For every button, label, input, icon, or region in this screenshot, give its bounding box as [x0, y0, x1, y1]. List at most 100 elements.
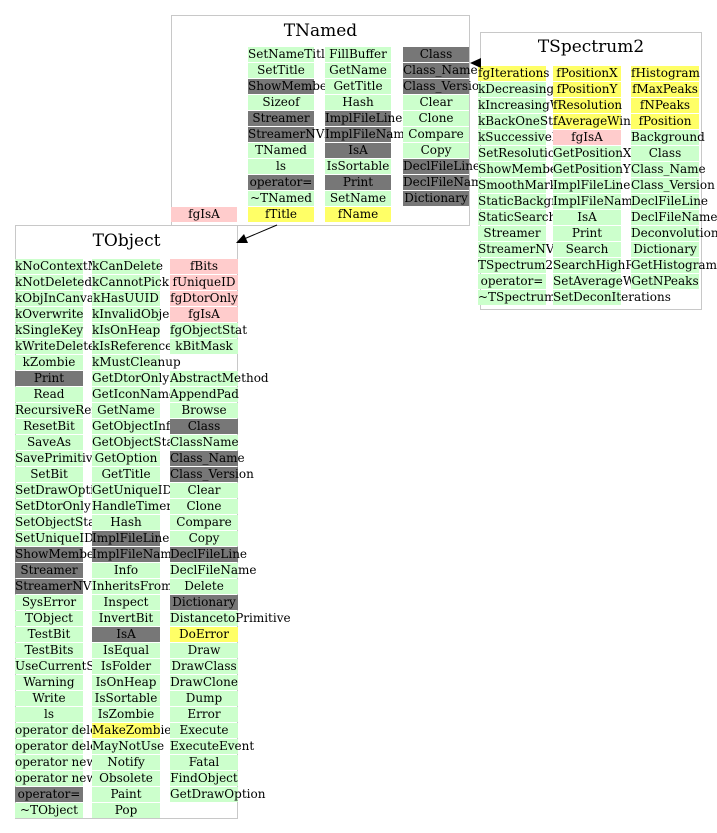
- tspectrum2-member-fposition: fPosition: [631, 114, 699, 129]
- tobject-member-ksinglekey: kSingleKey: [15, 323, 84, 338]
- tspectrum2-member-operator: operator=: [478, 274, 546, 289]
- tspectrum2-member-getpositionx: GetPositionX: [553, 146, 632, 161]
- tobject-member-appendpad: AppendPad: [170, 387, 239, 402]
- tobject-member-classname: ClassName: [170, 435, 239, 450]
- tobject-member-operator: operator=: [15, 787, 83, 802]
- tobject-member-fgisa: fgIsA: [170, 307, 238, 322]
- tobject-member-resetbit: ResetBit: [15, 419, 83, 434]
- tnamed-member-issortable: IsSortable: [325, 159, 391, 174]
- tspectrum2-member-tspectrum2: ~TSpectrum2: [478, 290, 564, 305]
- tobject-member-getdtoronly: GetDtorOnly: [92, 371, 170, 386]
- tobject-member-obsolete: Obsolete: [92, 771, 160, 786]
- tobject-member-compare: Compare: [170, 515, 238, 530]
- tnamed-member-compare: Compare: [403, 127, 469, 142]
- tobject-member-delete: Delete: [170, 579, 238, 594]
- tnamed-title: TNamed: [283, 21, 358, 41]
- tobject-member-inheritsfrom: InheritsFrom: [92, 579, 173, 594]
- tspectrum2-inherits-tnamed-arrowhead: [470, 58, 481, 68]
- tobject-member-getoption: GetOption: [92, 451, 160, 466]
- tobject-member-class-version: Class_Version: [170, 467, 254, 482]
- tnamed-member-fillbuffer: FillBuffer: [325, 47, 391, 62]
- tobject-member-invertbit: InvertBit: [92, 611, 160, 626]
- tobject-member-setdtoronly: SetDtorOnly: [15, 499, 91, 514]
- tobject-member-dictionary: Dictionary: [170, 595, 238, 610]
- tobject-member-testbits: TestBits: [15, 643, 83, 658]
- tobject-member-kcandelete: kCanDelete: [92, 259, 163, 274]
- tobject-member-tobject: TObject: [15, 611, 83, 626]
- tspectrum2-member-streamer: Streamer: [478, 226, 546, 241]
- tnamed-member-declfilename: DeclFileName: [403, 175, 490, 190]
- tobject-member-class-name: Class_Name: [170, 451, 245, 466]
- tobject-member-syserror: SysError: [15, 595, 83, 610]
- tobject-member-kzombie: kZombie: [15, 355, 83, 370]
- tobject-member-read: Read: [15, 387, 83, 402]
- tnamed-member-dictionary: Dictionary: [403, 191, 469, 206]
- tnamed-fgisa: fgIsA: [171, 207, 237, 222]
- tobject-member-info: Info: [92, 563, 160, 578]
- tobject-member-executeevent: ExecuteEvent: [170, 739, 255, 754]
- tobject-member-fgdtoronly: fgDtorOnly: [170, 291, 238, 306]
- tobject-member-hash: Hash: [92, 515, 160, 530]
- tspectrum2-member-fhistogram: fHistogram: [631, 66, 700, 81]
- tobject-member-browse: Browse: [170, 403, 238, 418]
- tnamed-member-setnametitle: SetNameTitle: [248, 47, 332, 62]
- tspectrum2-member-search: Search: [553, 242, 621, 257]
- tobject-member-saveprimitive: SavePrimitive: [15, 451, 100, 466]
- tspectrum2-member-deconvolution: Deconvolution: [631, 226, 717, 241]
- tobject-member-gettitle: GetTitle: [92, 467, 160, 482]
- tobject-member-tobject: ~TObject: [15, 803, 83, 818]
- tobject-member-setuniqueid: SetUniqueID: [15, 531, 94, 546]
- tobject-member-declfilename: DeclFileName: [170, 563, 257, 578]
- tobject-member-declfileline: DeclFileLine: [170, 547, 248, 562]
- tnamed-member-ls: ls: [248, 159, 314, 174]
- tspectrum2-member-fmaxpeaks: fMaxPeaks: [631, 82, 699, 97]
- tobject-member-setbit: SetBit: [15, 467, 83, 482]
- tobject-member-clear: Clear: [170, 483, 238, 498]
- tspectrum2-member-getnpeaks: GetNPeaks: [631, 274, 699, 289]
- tnamed-member-clear: Clear: [403, 95, 469, 110]
- tnamed-member-operator: operator=: [248, 175, 314, 190]
- tobject-member-pop: Pop: [92, 803, 160, 818]
- tobject-member-dump: Dump: [170, 691, 238, 706]
- tobject-member-kmustcleanup: kMustCleanup: [92, 355, 181, 370]
- tnamed-member-fname: fName: [325, 207, 391, 222]
- tspectrum2-member-setresolution: SetResolution: [478, 146, 563, 161]
- tspectrum2-member-fpositiony: fPositionY: [553, 82, 621, 97]
- tobject-member-copy: Copy: [170, 531, 238, 546]
- tspectrum2-member-print: Print: [553, 226, 621, 241]
- tobject-member-draw: Draw: [170, 643, 238, 658]
- tspectrum2-member-getpositiony: GetPositionY: [553, 162, 631, 177]
- tobject-title: TObject: [92, 231, 161, 251]
- tobject-member-funiqueid: fUniqueID: [170, 275, 238, 290]
- tobject-member-koverwrite: kOverwrite: [15, 307, 84, 322]
- tobject-member-fbits: fBits: [170, 259, 238, 274]
- tspectrum2-member-implfilename: ImplFileName: [553, 194, 640, 209]
- tnamed-member-hash: Hash: [325, 95, 391, 110]
- tobject-member-isa: IsA: [92, 627, 160, 642]
- tobject-member-notify: Notify: [92, 755, 160, 770]
- tnamed-member-setname: SetName: [325, 191, 391, 206]
- tobject-member-iszombie: IsZombie: [92, 707, 160, 722]
- tobject-member-kbitmask: kBitMask: [170, 339, 238, 354]
- tnamed-member-tnamed: ~TNamed: [248, 191, 314, 206]
- tobject-member-getname: GetName: [92, 403, 160, 418]
- tobject-member-testbit: TestBit: [15, 627, 83, 642]
- tnamed-member-implfilename: ImplFileName: [325, 127, 412, 142]
- tobject-member-saveas: SaveAs: [15, 435, 83, 450]
- tobject-member-handletimer: HandleTimer: [92, 499, 173, 514]
- tspectrum2-member-class-name: Class_Name: [631, 162, 706, 177]
- tobject-member-class: Class: [170, 419, 238, 434]
- tobject-member-drawclone: DrawClone: [170, 675, 238, 690]
- tobject-member-getuniqueid: GetUniqueID: [92, 483, 173, 498]
- tobject-member-isonheap: IsOnHeap: [92, 675, 160, 690]
- tnamed-member-implfileline: ImplFileLine: [325, 111, 403, 126]
- tspectrum2-member-background: Background: [631, 130, 705, 145]
- tnamed-member-isa: IsA: [325, 143, 391, 158]
- tnamed-member-gettitle: GetTitle: [325, 79, 391, 94]
- tobject-member-findobject: FindObject: [170, 771, 238, 786]
- tnamed-member-class-name: Class_Name: [403, 63, 478, 78]
- tobject-member-geticonname: GetIconName: [92, 387, 177, 402]
- tnamed-member-settitle: SetTitle: [248, 63, 314, 78]
